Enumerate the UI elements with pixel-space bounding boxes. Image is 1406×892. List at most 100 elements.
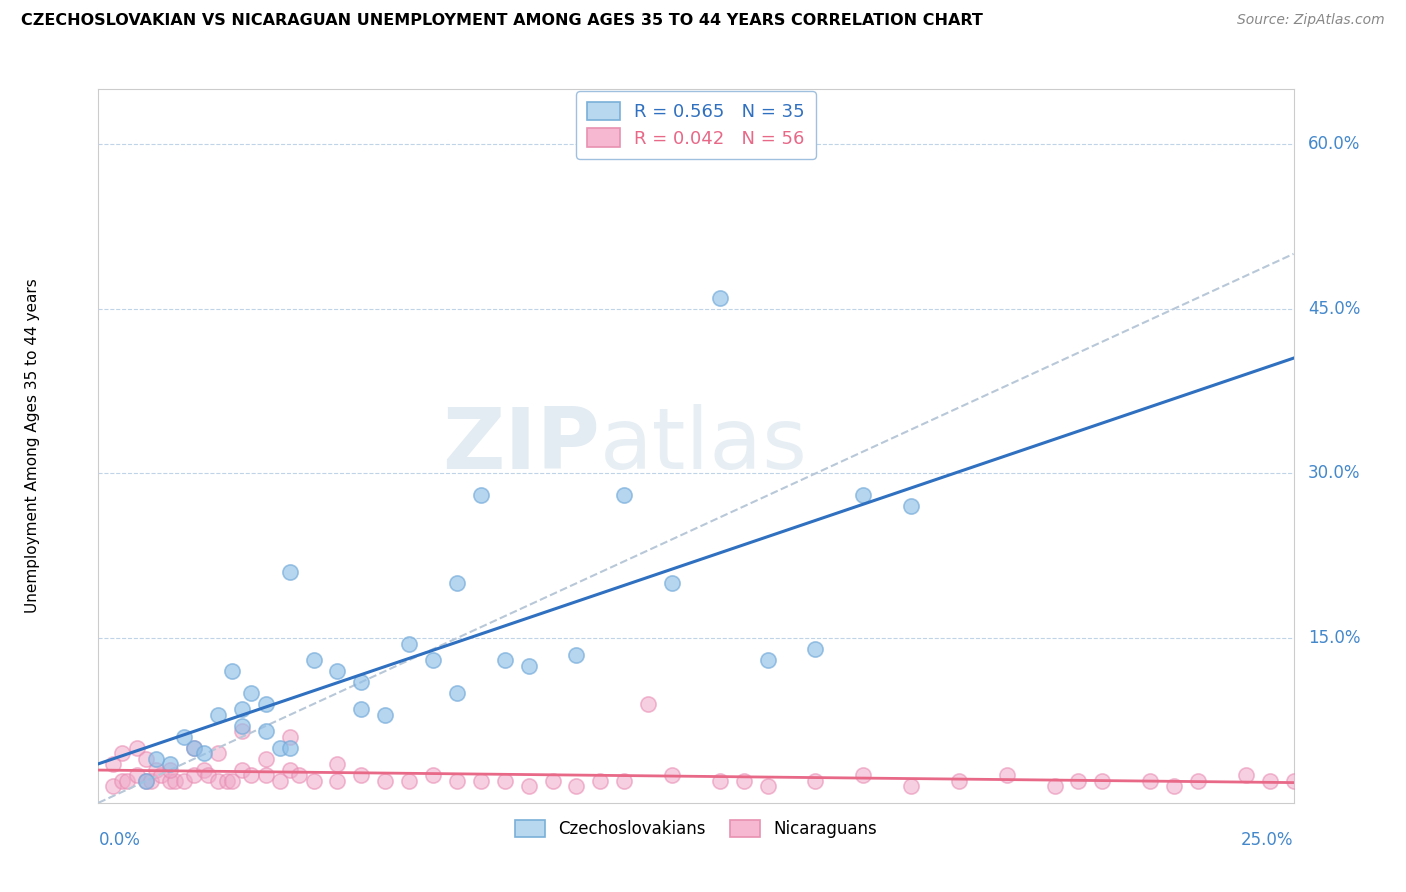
Point <box>1163 780 1185 794</box>
Point <box>900 500 922 514</box>
Point <box>115 773 138 788</box>
Point <box>193 747 215 761</box>
Point <box>709 291 731 305</box>
Point <box>326 773 349 788</box>
Point <box>207 773 229 788</box>
Text: atlas: atlas <box>600 404 808 488</box>
Point <box>101 780 124 794</box>
Point <box>159 757 181 772</box>
Point <box>565 648 588 662</box>
Point <box>125 740 148 755</box>
Point <box>302 653 325 667</box>
Point <box>804 773 827 788</box>
Point <box>804 642 827 657</box>
Point <box>163 773 186 788</box>
Point <box>207 708 229 723</box>
Point <box>661 768 683 782</box>
Point <box>1282 773 1305 788</box>
Point <box>374 708 396 723</box>
Point <box>193 763 215 777</box>
Point <box>1139 773 1161 788</box>
Point <box>517 780 540 794</box>
Text: Unemployment Among Ages 35 to 44 years: Unemployment Among Ages 35 to 44 years <box>25 278 41 614</box>
Point <box>101 757 124 772</box>
Text: Source: ZipAtlas.com: Source: ZipAtlas.com <box>1237 13 1385 28</box>
Point <box>446 686 468 700</box>
Point <box>254 724 277 739</box>
Point <box>231 724 253 739</box>
Point <box>1091 773 1114 788</box>
Point <box>302 773 325 788</box>
Point <box>398 773 420 788</box>
Point <box>135 752 157 766</box>
Point <box>398 637 420 651</box>
Point <box>288 768 311 782</box>
Point <box>183 740 205 755</box>
Point <box>1258 773 1281 788</box>
Text: 0.0%: 0.0% <box>98 831 141 849</box>
Point <box>326 757 349 772</box>
Point <box>613 488 636 502</box>
Point <box>326 664 349 678</box>
Text: 30.0%: 30.0% <box>1308 465 1361 483</box>
Point <box>125 768 148 782</box>
Point <box>269 773 291 788</box>
Point <box>173 773 195 788</box>
Text: 15.0%: 15.0% <box>1308 629 1361 647</box>
Point <box>733 773 755 788</box>
Point <box>173 730 195 744</box>
Point <box>254 752 277 766</box>
Point <box>278 566 301 580</box>
Point <box>231 719 253 733</box>
Point <box>517 658 540 673</box>
Text: 45.0%: 45.0% <box>1308 300 1360 318</box>
Point <box>852 488 875 502</box>
Point <box>589 773 612 788</box>
Point <box>145 763 167 777</box>
Point <box>1187 773 1209 788</box>
Legend: Czechoslovakians, Nicaraguans: Czechoslovakians, Nicaraguans <box>508 813 884 845</box>
Point <box>446 773 468 788</box>
Point <box>139 773 162 788</box>
Text: CZECHOSLOVAKIAN VS NICARAGUAN UNEMPLOYMENT AMONG AGES 35 TO 44 YEARS CORRELATION: CZECHOSLOVAKIAN VS NICARAGUAN UNEMPLOYME… <box>21 13 983 29</box>
Point <box>494 653 516 667</box>
Point <box>1043 780 1066 794</box>
Point <box>709 773 731 788</box>
Point <box>350 675 373 690</box>
Point <box>541 773 564 788</box>
Point <box>995 768 1018 782</box>
Text: 25.0%: 25.0% <box>1241 831 1294 849</box>
Point <box>269 740 291 755</box>
Point <box>756 653 779 667</box>
Point <box>207 747 229 761</box>
Point <box>111 747 134 761</box>
Point <box>565 780 588 794</box>
Point <box>231 763 253 777</box>
Point <box>159 763 181 777</box>
Point <box>231 702 253 716</box>
Point <box>111 773 134 788</box>
Point <box>254 697 277 711</box>
Point <box>350 702 373 716</box>
Point <box>470 488 492 502</box>
Point <box>446 576 468 591</box>
Point <box>197 768 219 782</box>
Point <box>135 773 157 788</box>
Point <box>1234 768 1257 782</box>
Point <box>240 686 263 700</box>
Point <box>149 768 172 782</box>
Point <box>1067 773 1090 788</box>
Point <box>900 780 922 794</box>
Point <box>350 768 373 782</box>
Point <box>254 768 277 782</box>
Point <box>852 768 875 782</box>
Text: 60.0%: 60.0% <box>1308 135 1360 153</box>
Point <box>422 653 444 667</box>
Point <box>637 697 659 711</box>
Point <box>613 773 636 788</box>
Point <box>183 740 205 755</box>
Point <box>217 773 239 788</box>
Point <box>183 768 205 782</box>
Point <box>240 768 263 782</box>
Point <box>278 730 301 744</box>
